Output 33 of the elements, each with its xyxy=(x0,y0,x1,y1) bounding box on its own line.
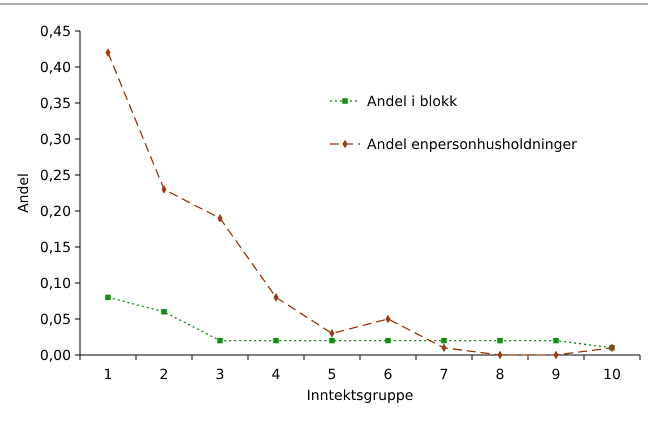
x-tick-label: 9 xyxy=(552,367,560,383)
y-tick-label: 0,10 xyxy=(40,276,71,292)
x-tick-label: 1 xyxy=(104,367,112,383)
y-tick-label: 0,35 xyxy=(40,96,71,112)
y-tick-label: 0,05 xyxy=(40,312,71,328)
x-tick-label: 10 xyxy=(603,367,621,383)
point xyxy=(497,338,503,344)
x-tick-label: 2 xyxy=(160,367,168,383)
y-tick-label: 0,20 xyxy=(40,204,71,220)
point xyxy=(441,338,447,344)
point xyxy=(553,338,559,344)
x-tick-label: 6 xyxy=(384,367,393,383)
y-tick-label: 0,45 xyxy=(40,24,71,40)
x-tick-label: 8 xyxy=(496,367,504,383)
x-tick-label: 4 xyxy=(272,367,281,383)
point xyxy=(161,309,167,315)
legend-label: Andel i blokk xyxy=(367,94,458,110)
x-tick-label: 7 xyxy=(440,367,448,383)
x-tick-label: 3 xyxy=(216,367,224,383)
y-tick-label: 0,40 xyxy=(40,60,71,76)
point xyxy=(217,338,223,344)
x-axis-title: Inntektsgruppe xyxy=(306,388,414,404)
y-axis-title: Andel xyxy=(16,173,32,213)
y-tick-label: 0,25 xyxy=(40,168,71,184)
point xyxy=(273,338,279,344)
point xyxy=(105,294,111,300)
x-tick-label: 5 xyxy=(328,367,336,383)
y-tick-label: 0,15 xyxy=(40,240,71,256)
point xyxy=(385,338,391,344)
y-tick-label: 0,00 xyxy=(40,348,71,364)
point xyxy=(329,338,335,344)
y-tick-label: 0,30 xyxy=(40,132,71,148)
legend-label: Andel enpersonhusholdninger xyxy=(367,136,578,153)
